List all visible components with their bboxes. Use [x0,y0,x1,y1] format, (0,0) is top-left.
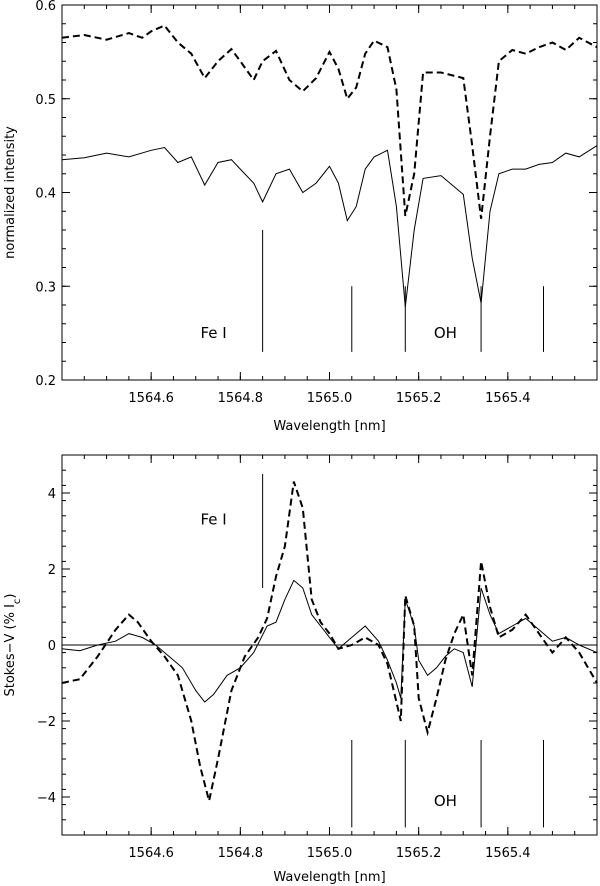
intensity-y-tick-label: 0.3 [35,280,56,295]
intensity-x-axis-label: Wavelength [nm] [273,419,385,434]
stokes-v-x-axis-label: Wavelength [nm] [273,870,385,885]
stokes-v-x-tick-label: 1565.4 [485,846,531,861]
stokes-v-y-tick-label: 4 [48,487,56,502]
stokes-v-panel: Wavelength [nm] Stokes−V (% Ic) 1564.6 15… [3,454,598,885]
intensity-x-tick-label: 1565.4 [485,391,531,406]
stokes-v-y-tick-label: 2 [48,563,56,578]
intensity-y-tick-label: 0.4 [35,187,56,202]
intensity-y-axis-label: normalized intensity [3,126,18,259]
intensity-y-tick-label: 0.2 [35,374,56,389]
intensity-y-tick-label: 0.5 [35,93,56,108]
stokes-v-annotation-oh: OH [434,792,457,810]
intensity-x-tick-label: 1564.8 [218,391,264,406]
stokes-v-x-tick-label: 1565.2 [396,846,442,861]
stokes-v-series-dashed-line [61,481,598,802]
stokes-v-series-solid-line [61,579,598,703]
stokes-v-y-tick-label: −2 [37,715,56,730]
intensity-x-tick-label: 1565.0 [307,391,353,406]
stokes-v-y-axis-label: Stokes−V (% Ic) [3,593,23,696]
intensity-x-tick-label: 1564.6 [128,391,174,406]
intensity-x-tick-label: 1565.2 [396,391,442,406]
stokes-v-y-tick-label: 0 [48,639,56,654]
stokes-v-x-tick-label: 1565.0 [307,846,353,861]
intensity-series-dashed-line [61,24,598,219]
stokes-v-annotation-fe-i: Fe I [200,511,226,529]
intensity-annotation-oh: OH [434,324,457,342]
intensity-y-tick-label: 0.6 [35,0,56,14]
intensity-plot-frame [61,4,598,381]
intensity-annotation-fe-i: Fe I [200,324,226,342]
intensity-series-solid-line [61,145,598,307]
stokes-v-y-tick-label: −4 [37,791,56,806]
stokes-v-x-tick-label: 1564.8 [218,846,264,861]
stokes-v-x-tick-label: 1564.6 [128,846,174,861]
intensity-panel: Wavelength [nm] normalized intensity 156… [3,0,598,434]
